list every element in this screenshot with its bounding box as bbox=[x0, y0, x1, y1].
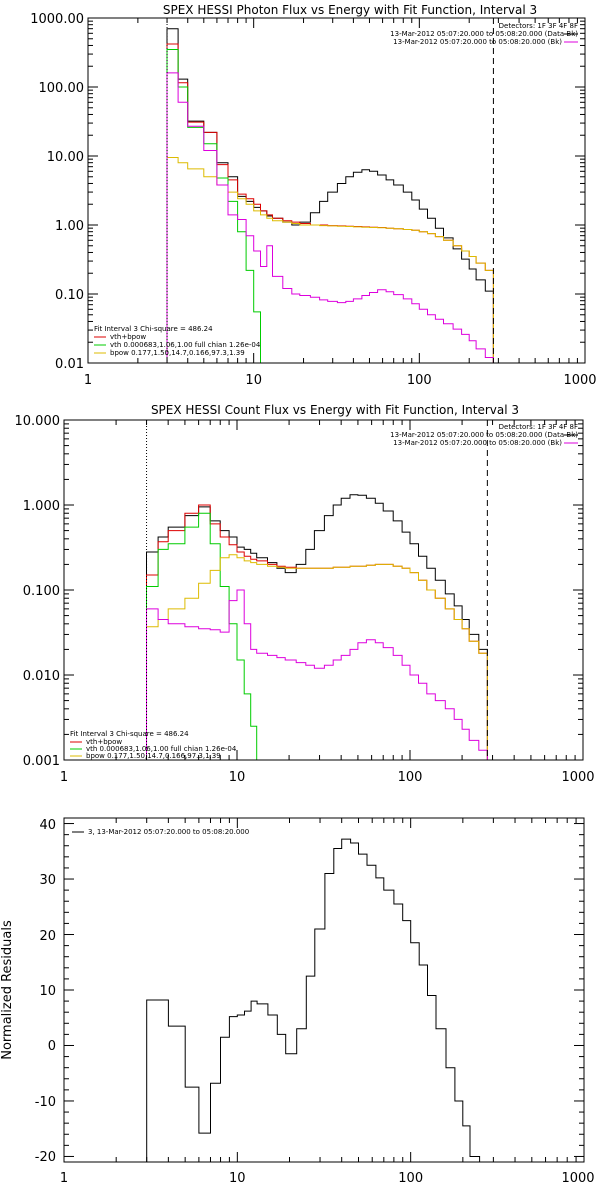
y-tick-label: 100.00 bbox=[39, 81, 85, 96]
count-flux-series bbox=[146, 420, 488, 760]
series-data-bk bbox=[166, 28, 494, 363]
residual-series bbox=[146, 838, 489, 1162]
header-line: 13-Mar-2012 05:07:20.000 to 05:08:20.000… bbox=[390, 30, 578, 38]
x-tick-label: 10 bbox=[245, 373, 262, 388]
y-tick-label: 0.001 bbox=[23, 754, 60, 769]
series-data-bk bbox=[146, 494, 488, 760]
axis-ticks bbox=[63, 419, 583, 761]
header-line: 13-Mar-2012 05:07:20.000 to 05:08:20.000… bbox=[390, 431, 578, 439]
x-tick-label: 1 bbox=[84, 373, 92, 388]
legend-label: 3, 13-Mar-2012 05:07:20.000 to 05:08:20.… bbox=[88, 828, 249, 836]
x-tick-label: 1000 bbox=[561, 1171, 594, 1186]
x-tick-label: 100 bbox=[398, 770, 423, 785]
plot-frame bbox=[63, 419, 584, 761]
x-tick-label: 1 bbox=[60, 1171, 68, 1186]
photon-flux-panel: SPEX HESSI Photon Flux vs Energy with Fi… bbox=[30, 3, 597, 388]
series-vth bbox=[146, 512, 268, 760]
plot-frame bbox=[63, 817, 585, 1163]
legend-label: vth 0.000683,1.06,1.00 full chian 1.26e-… bbox=[86, 745, 237, 753]
residuals-panel: Normalized Residuals -20 -10 0 10 20 30 … bbox=[0, 817, 595, 1186]
axis-ticks bbox=[87, 17, 585, 364]
y-tick-label: -10 bbox=[35, 1095, 56, 1110]
legend-label: vth+bpow bbox=[86, 738, 122, 746]
y-tick-label: 10.00 bbox=[47, 150, 84, 165]
legend: 3, 13-Mar-2012 05:07:20.000 to 05:08:20.… bbox=[72, 828, 249, 836]
legend: Fit Interval 3 Chi-square = 486.24 vth+b… bbox=[94, 325, 261, 357]
detector-header: Detectors: 1F 3F 4F 8F 13-Mar-2012 05:07… bbox=[390, 22, 578, 46]
chart-title: SPEX HESSI Count Flux vs Energy with Fit… bbox=[151, 403, 519, 417]
y-tick-label: -20 bbox=[35, 1150, 56, 1165]
series-vth bbox=[166, 49, 284, 363]
x-tick-labels: 1 10 100 1000 bbox=[60, 1171, 595, 1186]
y-tick-label: 0.100 bbox=[23, 584, 60, 599]
x-tick-label: 10 bbox=[229, 1171, 246, 1186]
x-tick-label: 1000 bbox=[561, 770, 594, 785]
x-tick-labels: 1 10 100 1000 bbox=[60, 770, 595, 785]
y-tick-labels: 0.01 0.10 1.00 10.00 100.00 1000.00 bbox=[30, 12, 84, 372]
series-vth-bpow bbox=[146, 504, 488, 760]
y-tick-label: 0.10 bbox=[55, 288, 84, 303]
y-tick-label: 20 bbox=[39, 929, 56, 944]
legend-label: vth 0.000683,1.06,1.00 full chian 1.26e-… bbox=[110, 341, 261, 349]
x-tick-labels: 1 10 100 1000 bbox=[84, 373, 597, 388]
x-tick-label: 1 bbox=[60, 770, 68, 785]
legend-fit-info: Fit Interval 3 Chi-square = 486.24 bbox=[70, 730, 189, 738]
x-tick-label: 10 bbox=[229, 770, 246, 785]
y-tick-label: 40 bbox=[39, 818, 56, 833]
chart-title: SPEX HESSI Photon Flux vs Energy with Fi… bbox=[163, 3, 537, 17]
header-line: Detectors: 1F 3F 4F 8F bbox=[499, 22, 578, 30]
plot-frame bbox=[87, 17, 586, 364]
y-tick-label: 1.000 bbox=[23, 499, 60, 514]
y-tick-label: 0.010 bbox=[23, 669, 60, 684]
legend-label: bpow 0.177,1.50,14.7,0.166,97.3,1.39 bbox=[110, 349, 245, 357]
series-bk bbox=[146, 589, 488, 760]
y-tick-labels: -20 -10 0 10 20 30 40 bbox=[35, 818, 56, 1165]
series-vth-bpow bbox=[166, 43, 494, 363]
legend: Fit Interval 3 Chi-square = 486.24 vth+b… bbox=[70, 730, 237, 760]
y-tick-label: 0 bbox=[48, 1039, 56, 1054]
legend-label: bpow 0.177,1.50,14.7,0.166,97.3,1.39 bbox=[86, 752, 221, 760]
photon-flux-series bbox=[166, 18, 494, 363]
detector-header: Detectors: 1F 3F 4F 8F 13-Mar-2012 05:07… bbox=[390, 423, 578, 447]
y-tick-label: 1.00 bbox=[55, 219, 84, 234]
y-tick-label: 1000.00 bbox=[30, 12, 84, 27]
x-tick-label: 100 bbox=[407, 373, 432, 388]
y-tick-label: 30 bbox=[39, 873, 56, 888]
legend-label: vth+bpow bbox=[110, 333, 146, 341]
legend-fit-info: Fit Interval 3 Chi-square = 486.24 bbox=[94, 325, 213, 333]
y-tick-label: 10.000 bbox=[15, 414, 61, 429]
header-line: Detectors: 1F 3F 4F 8F bbox=[499, 423, 578, 431]
series-bk bbox=[166, 72, 494, 363]
x-tick-label: 100 bbox=[398, 1171, 423, 1186]
count-flux-panel: SPEX HESSI Count Flux vs Energy with Fit… bbox=[15, 403, 595, 785]
y-tick-label: 10 bbox=[39, 984, 56, 999]
axis-ticks bbox=[63, 818, 584, 1162]
x-tick-label: 1000 bbox=[563, 373, 596, 388]
series-bpow bbox=[146, 554, 488, 760]
y-tick-labels: 0.001 0.010 0.100 1.000 10.000 bbox=[15, 414, 61, 769]
series-bpow bbox=[166, 157, 494, 363]
y-axis-label: Normalized Residuals bbox=[0, 920, 15, 1060]
series-3-13-mar-2012-05-07-20-000-to-05-08-20-000 bbox=[146, 838, 489, 1162]
header-line: 13-Mar-2012 05:07:20.000 to 05:08:20.000… bbox=[393, 38, 562, 46]
header-line: 13-Mar-2012 05:07:20.000 to 05:08:20.000… bbox=[393, 439, 562, 447]
y-tick-label: 0.01 bbox=[55, 357, 84, 372]
